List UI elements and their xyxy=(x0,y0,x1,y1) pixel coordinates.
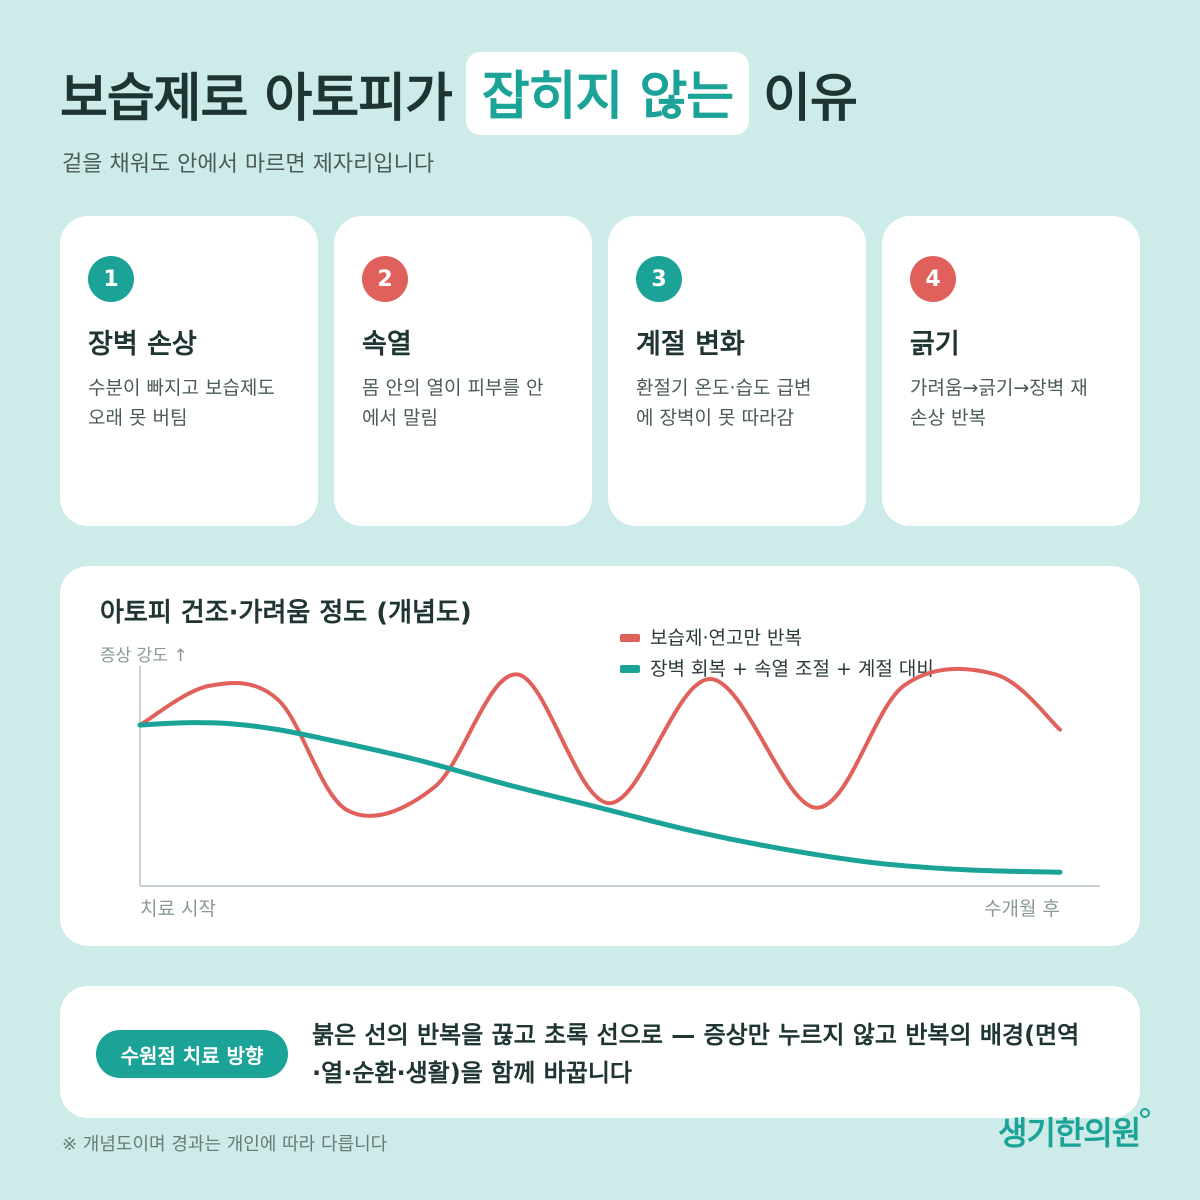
footnote: ※ 개념도이며 경과는 개인에 따라 다릅니다 xyxy=(62,1134,388,1155)
legend-label-red: 보습제·연고만 반복 xyxy=(650,627,802,649)
number-badge: 2 xyxy=(362,256,408,302)
card-desc-line: 오래 못 버팀 xyxy=(88,407,188,429)
card-desc-line: 에 장벽이 못 따라감 xyxy=(636,407,794,429)
number-badge: 3 xyxy=(636,256,682,302)
page-title: 보습제로 아토피가 잡히지 않는 이유 xyxy=(60,52,858,135)
direction-badge: 수원점 치료 방향 xyxy=(96,1030,288,1078)
card-desc-line: 손상 반복 xyxy=(910,407,986,429)
card-desc-line: 가려움→긁기→장벽 재 xyxy=(910,377,1088,399)
logo-dot-icon xyxy=(1140,1108,1151,1118)
series-line-red xyxy=(138,666,1062,818)
card-title: 장벽 손상 xyxy=(88,329,197,360)
title-highlight: 잡히지 않는 xyxy=(465,52,750,135)
legend-label-green: 장벽 회복 + 속열 조절 + 계절 대비 xyxy=(650,658,934,680)
page-subtitle: 겉을 채워도 안에서 마르면 제자리입니다 xyxy=(62,152,435,177)
logo-text: 생기한의원 xyxy=(998,1114,1141,1152)
x-axis-start-label: 치료 시작 xyxy=(140,898,216,920)
title-before: 보습제로 아토피가 xyxy=(60,69,453,129)
number-badge: 4 xyxy=(910,256,956,302)
legend: 보습제·연고만 반복 장벽 회복 + 속열 조절 + 계절 대비 xyxy=(620,627,934,680)
message-line-2: ·열·순환·생활)을 함께 바꿉니다 xyxy=(312,1059,632,1087)
card-title: 긁기 xyxy=(910,329,960,360)
chart-title: 아토피 건조·가려움 정도 (개념도) xyxy=(100,598,472,628)
card-desc-line: 에서 말림 xyxy=(362,407,438,429)
clinic-logo: 생기한의원 xyxy=(998,1108,1151,1154)
direction-message: 붉은 선의 반복을 끊고 초록 선으로 — 증상만 누르지 않고 반복의 배경(… xyxy=(312,1016,1112,1092)
card-title: 계절 변화 xyxy=(636,329,745,360)
chart-panel: 아토피 건조·가려움 정도 (개념도) 증상 강도 ↑ 치료 시작 수개월 후 … xyxy=(60,566,1140,946)
card-title: 속열 xyxy=(362,329,412,360)
legend-swatch-green xyxy=(620,665,640,673)
direction-panel: 수원점 치료 방향 붉은 선의 반복을 끊고 초록 선으로 — 증상만 누르지 … xyxy=(60,986,1140,1118)
message-line-1: 붉은 선의 반복을 끊고 초록 선으로 — 증상만 누르지 않고 반복의 배경(… xyxy=(312,1021,1080,1049)
symptom-line-chart: 증상 강도 ↑ 치료 시작 수개월 후 보습제·연고만 반복 장벽 회복 + 속… xyxy=(100,627,1100,920)
legend-swatch-red xyxy=(620,634,640,642)
card-desc-line: 수분이 빠지고 보습제도 xyxy=(88,377,275,399)
x-axis-end-label: 수개월 후 xyxy=(984,898,1060,920)
card-desc-line: 환절기 온도·습도 급변 xyxy=(636,377,812,399)
number-badge: 1 xyxy=(88,256,134,302)
card-desc-line: 몸 안의 열이 피부를 안 xyxy=(362,377,544,399)
series-line-green xyxy=(137,720,1063,875)
title-after: 이유 xyxy=(763,69,858,129)
y-axis-label: 증상 강도 ↑ xyxy=(100,646,188,666)
